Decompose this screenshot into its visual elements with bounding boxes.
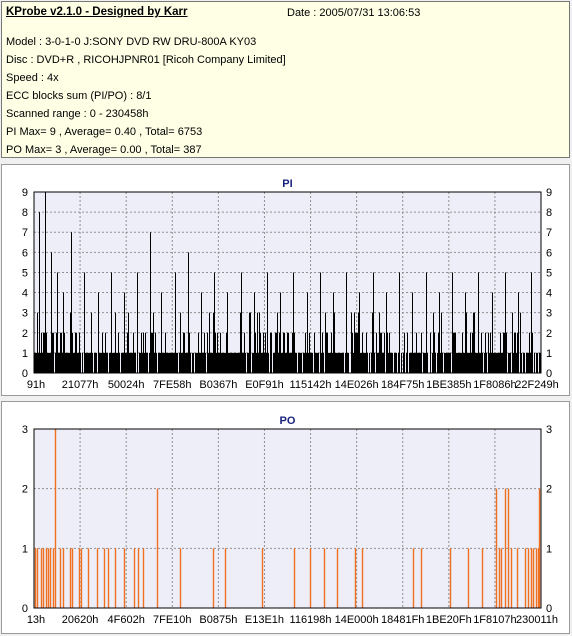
x-tick-label: 21077h: [62, 379, 99, 391]
x-tick-label: 1F8107h: [473, 614, 516, 626]
x-tick-label: 116198h: [290, 614, 332, 626]
plot-area: [34, 429, 541, 608]
x-tick-label: 184F75h: [381, 379, 424, 391]
chart-title: PO: [280, 415, 296, 427]
x-tick-label: 1BE20Fh: [426, 614, 472, 626]
x-tick-label: 20620h: [62, 614, 99, 626]
y-tick-right: 2: [546, 484, 552, 496]
x-tick-label: 1F8086h: [473, 379, 516, 391]
y-tick-right: 0: [546, 603, 552, 615]
y-tick-left: 3: [22, 424, 28, 436]
plot-frame: [33, 428, 542, 609]
x-tick-label: E0F91h: [245, 379, 284, 391]
x-tick-label: 115142h: [290, 379, 332, 391]
y-tick-left: 0: [22, 368, 28, 380]
po-chart-panel: 0 0 1 1 2 2 3 3 13h 20620h 4F602h 7FE10h B0875h E13E1…: [1, 401, 570, 634]
y-tick-left: 5: [22, 267, 28, 279]
x-tick-label: B0367h: [199, 379, 237, 391]
chart-title: PI: [282, 178, 292, 190]
scan-date: Date : 2005/07/31 13:06:53: [287, 7, 421, 19]
x-tick-label: E13E1h: [245, 614, 284, 626]
x-tick-label: 18481Fh: [381, 614, 424, 626]
x-tick-label: 91h: [27, 379, 45, 391]
y-tick-right: 1: [546, 543, 552, 555]
y-tick-left: 2: [22, 484, 28, 496]
app-title: KProbe v2.1.0 - Designed by Karr: [6, 6, 188, 18]
x-tick-label: 13h: [27, 614, 45, 626]
y-tick-right: 6: [546, 247, 552, 259]
y-tick-right: 3: [546, 424, 552, 436]
x-tick-label: B0875h: [199, 614, 237, 626]
y-tick-left: 3: [22, 308, 28, 320]
x-tick-label: 14E026h: [335, 379, 379, 391]
po-chart: 0 0 1 1 2 2 3 3 13h 20620h 4F602h 7FE10h B0875h E13E1…: [22, 415, 558, 626]
y-tick-right: 7: [546, 227, 552, 239]
y-tick-left: 7: [22, 227, 28, 239]
y-tick-right: 1: [546, 348, 552, 360]
y-tick-left: 2: [22, 328, 28, 340]
x-tick-label: 7FE10h: [153, 614, 192, 626]
x-tick-label: 4F602h: [108, 614, 145, 626]
po-summary-line: PO Max= 3 , Average= 0.00 , Total= 387: [6, 144, 202, 156]
y-tick-left: 6: [22, 247, 28, 259]
y-tick-left: 9: [22, 187, 28, 199]
model-line: Model : 3-0-1-0 J:SONY DVD RW DRU-800A K…: [6, 36, 257, 48]
y-tick-right: 5: [546, 267, 552, 279]
x-tick-label: 1BE385h: [426, 379, 471, 391]
y-tick-right: 2: [546, 328, 552, 340]
x-tick-label: 14E000h: [335, 614, 379, 626]
y-tick-left: 1: [22, 348, 28, 360]
speed-line: Speed : 4x: [6, 72, 59, 84]
x-tick-label: 7FE58h: [153, 379, 192, 391]
y-tick-left: 4: [22, 288, 28, 300]
y-tick-right: 9: [546, 187, 552, 199]
pi-summary-line: PI Max= 9 , Average= 0.40 , Total= 6753: [6, 126, 203, 138]
x-tick-label: 50024h: [108, 379, 145, 391]
ecc-line: ECC blocks sum (PI/PO) : 8/1: [6, 90, 152, 102]
y-tick-right: 3: [546, 308, 552, 320]
y-tick-left: 8: [22, 207, 28, 219]
y-tick-left: 0: [22, 603, 28, 615]
y-tick-right: 8: [546, 207, 552, 219]
plot-frame: [33, 191, 542, 374]
y-tick-right: 4: [546, 288, 552, 300]
x-tick-label: 22F249h: [515, 379, 558, 391]
x-tick-label: 230011h: [516, 614, 558, 626]
y-tick-left: 1: [22, 543, 28, 555]
pi-chart-panel: 0 0 1 1 2 2 3 3 4 4 5 5 6 6 7 7 8 8 9 9 91h 21077h 50024h 7FE58…: [1, 164, 570, 396]
disc-line: Disc : DVD+R , RICOHJPNR01 [Ricoh Compan…: [6, 54, 286, 66]
y-tick-right: 0: [546, 368, 552, 380]
pi-chart: 0 0 1 1 2 2 3 3 4 4 5 5 6 6 7 7 8 8 9 9 91h 21077h 50024h 7FE58…: [22, 178, 559, 391]
info-panel: KProbe v2.1.0 - Designed by Karr Date : …: [1, 1, 570, 158]
range-line: Scanned range : 0 - 230458h: [6, 108, 149, 120]
